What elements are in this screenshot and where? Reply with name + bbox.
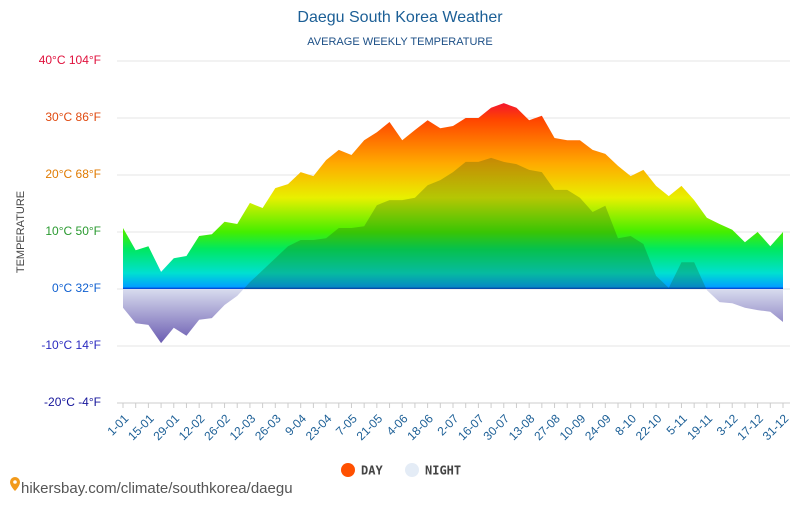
y-tick-label: 20°C 68°F: [45, 167, 101, 181]
x-tick-label: 12-02: [176, 411, 208, 443]
x-tick-label: 18-06: [404, 411, 436, 443]
y-tick-label: -20°C -4°F: [44, 395, 101, 409]
x-tick-label: 21-05: [354, 411, 386, 443]
y-tick-label: -10°C 14°F: [41, 338, 101, 352]
legend: DAY NIGHT: [341, 463, 461, 478]
chart-subtitle: AVERAGE WEEKLY TEMPERATURE: [307, 36, 492, 48]
y-tick-label: 10°C 50°F: [45, 224, 101, 238]
night-area: [123, 157, 783, 344]
legend-marker: [405, 463, 419, 477]
chart-title: Daegu South Korea Weather: [297, 9, 503, 26]
x-tick-label: 30-07: [481, 411, 513, 443]
legend-label: NIGHT: [425, 464, 461, 478]
x-tick-label: 24-09: [582, 411, 614, 443]
x-tick-label: 19-11: [684, 411, 715, 442]
x-tick-label: 26-03: [252, 411, 284, 443]
y-axis-label: TEMPERATURE: [15, 191, 27, 273]
x-tick-label: 17-12: [734, 411, 766, 443]
footer: hikersbay.com/climate/southkorea/daegu: [10, 477, 293, 497]
x-tick-label: 13-08: [506, 411, 538, 443]
x-tick-label: 15-01: [125, 411, 157, 443]
x-tick-label: 29-01: [151, 411, 183, 443]
y-tick-label: 30°C 86°F: [45, 110, 101, 124]
x-tick-label: 22-10: [633, 411, 665, 443]
y-tick-label: 0°C 32°F: [52, 281, 101, 295]
x-tick-label: 10-09: [557, 411, 589, 443]
legend-marker: [341, 463, 355, 477]
x-tick-label: 16-07: [455, 411, 487, 443]
x-tick-label: 23-04: [303, 411, 335, 443]
pin-icon: [10, 477, 20, 491]
legend-label: DAY: [361, 464, 383, 478]
x-tick-label: 31-12: [760, 411, 792, 443]
pin-dot: [13, 480, 17, 484]
x-tick-label: 12-03: [227, 411, 259, 443]
y-tick-label: 40°C 104°F: [39, 53, 101, 67]
source-url[interactable]: hikersbay.com/climate/southkorea/daegu: [21, 480, 293, 497]
x-tick-label: 26-02: [201, 411, 233, 443]
x-tick-label: 27-08: [531, 411, 563, 443]
